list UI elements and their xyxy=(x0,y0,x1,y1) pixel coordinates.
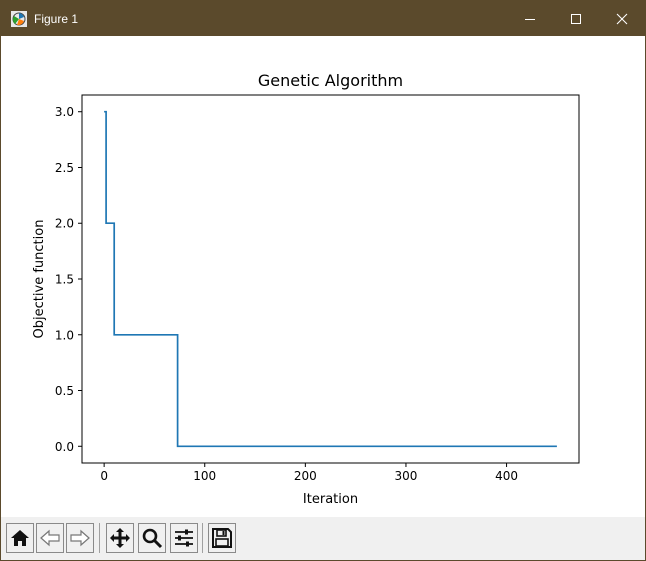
line-chart: Genetic Algorithm Iteration Objective fu… xyxy=(32,71,580,507)
home-icon xyxy=(11,530,29,546)
maximize-button[interactable] xyxy=(553,1,599,36)
minimize-icon xyxy=(525,18,535,20)
move-icon xyxy=(110,528,130,548)
window-title: Figure 1 xyxy=(34,12,79,26)
save-button[interactable] xyxy=(208,523,236,553)
y-tick-label: 3.0 xyxy=(55,105,74,119)
chart-title: Genetic Algorithm xyxy=(258,71,403,90)
series-line xyxy=(104,110,557,448)
arrow-right-icon xyxy=(70,529,90,547)
y-tick-label: 2.0 xyxy=(55,217,74,231)
x-tick-label: 100 xyxy=(193,469,216,483)
y-axis-label: Objective function xyxy=(32,220,47,339)
magnifier-icon xyxy=(142,528,163,549)
y-tick-label: 2.5 xyxy=(55,161,74,175)
title-bar[interactable]: Figure 1 xyxy=(1,1,645,36)
arrow-left-icon xyxy=(40,529,60,547)
x-tick-label: 200 xyxy=(294,469,317,483)
figure-canvas[interactable]: Genetic Algorithm Iteration Objective fu… xyxy=(1,36,645,517)
pan-button[interactable] xyxy=(106,523,134,553)
back-button[interactable] xyxy=(36,523,64,553)
navigation-toolbar xyxy=(1,517,645,560)
y-tick-label: 1.5 xyxy=(55,273,74,287)
sliders-icon xyxy=(175,529,193,547)
plot-area xyxy=(81,94,580,464)
x-tick-label: 300 xyxy=(395,469,418,483)
home-button[interactable] xyxy=(6,523,34,553)
x-tick-label: 0 xyxy=(100,469,108,483)
floppy-disk-icon xyxy=(212,528,232,548)
y-tick-label: 1.0 xyxy=(55,328,74,342)
minimize-button[interactable] xyxy=(507,1,553,36)
x-tick-label: 400 xyxy=(495,469,518,483)
close-button[interactable] xyxy=(599,1,645,36)
close-icon xyxy=(616,13,628,24)
y-tick-label: 0.0 xyxy=(55,440,74,454)
forward-button[interactable] xyxy=(66,523,94,553)
toolbar-separator xyxy=(99,523,100,553)
matplotlib-app-icon xyxy=(11,11,27,27)
configure-subplots-button[interactable] xyxy=(170,523,198,553)
y-tick-label: 0.5 xyxy=(55,384,74,398)
zoom-button[interactable] xyxy=(138,523,166,553)
x-axis-label: Iteration xyxy=(303,492,358,507)
toolbar-separator xyxy=(202,523,203,553)
maximize-icon xyxy=(571,13,581,24)
